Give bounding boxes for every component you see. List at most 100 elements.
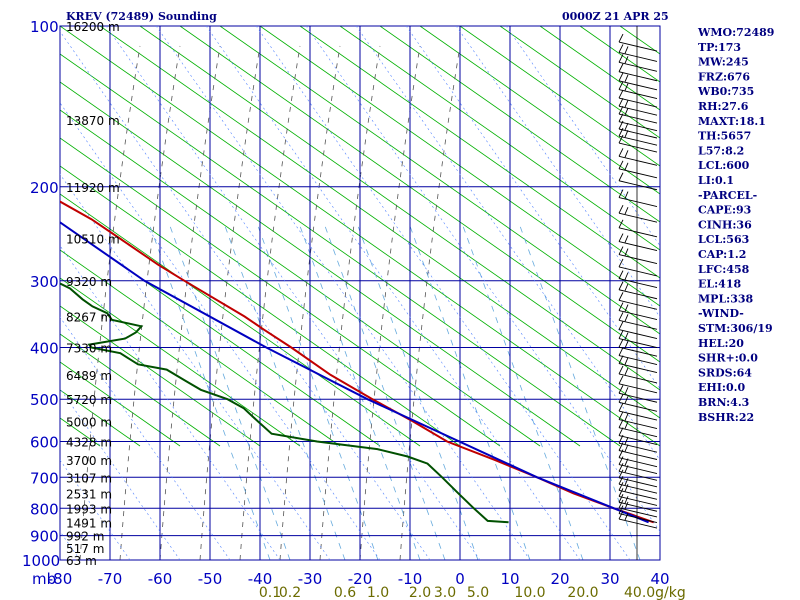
barb-flag [624,304,629,312]
dry-adiabat [60,361,181,447]
grid [59,25,661,561]
pressure-label: 1000 [22,552,60,570]
barb-staff [618,61,658,72]
wind-barb [618,219,658,238]
barb-staff [618,89,658,100]
index-entry: CAP:1.2 [698,248,746,261]
wind-barb [618,499,658,518]
dry-adiabat [60,109,541,447]
wind-barb [618,330,658,349]
barb-staff [618,105,658,116]
barb-staff [618,289,658,300]
isotherm [60,245,281,560]
index-entry: RH:27.6 [698,100,749,113]
barb-staff [618,278,658,289]
barb-staff [618,383,658,394]
barb-flag [618,292,624,301]
barb-flag [624,314,629,322]
barb-flag [618,258,624,268]
dry-adiabat [60,333,221,447]
wind-barbs [618,26,658,560]
barb-flag [618,434,624,444]
barb-staff [618,299,658,310]
barb-staff [618,363,658,374]
barb-flag [618,63,624,72]
dry-adiabat [139,26,660,391]
temp-tick-label: -40 [248,570,273,588]
barb-flag [624,56,629,64]
barb-flag [624,74,629,83]
sounding-time: 0000Z 21 APR 25 [562,10,669,23]
height-label: 6489 m [66,369,112,383]
barb-flag [618,321,624,330]
barb-staff [618,501,658,512]
barb-staff [618,80,658,91]
isotherm [305,26,660,532]
wind-barb [618,419,658,438]
height-label: 10510 m [66,232,120,246]
wind-barb [618,394,658,412]
barb-staff [618,329,658,340]
wind-barb [618,97,658,116]
pressure-label: 300 [30,273,59,291]
barb-flag [624,436,629,445]
mixing-ratio-label: 1.0 [367,585,389,600]
barb-flag [624,150,629,158]
isotherm [355,26,660,461]
barb-staff [618,507,658,518]
barb-staff [618,442,658,453]
barb-flag [624,387,629,395]
barb-flag [624,99,629,108]
barb-staff [618,373,658,384]
barb-flag [624,206,629,215]
index-entry: -WIND- [698,307,744,320]
parcel-line [60,221,649,524]
dry-adiabat [419,26,660,195]
temperature-tick-labels: -80 -70 -60 -50 -40 -30 -20 -10 0 10 20 30 40 [48,570,670,588]
wind-barb [618,33,658,52]
pressure-labels: 100 200 300 400 500 600 700 800 900 1000 [22,18,60,570]
barb-flag [624,421,629,429]
barb-staff [618,241,658,252]
height-label: 1491 m [66,516,112,530]
dry-adiabat [60,249,341,447]
barb-flag [618,120,624,130]
barb-staff [618,212,658,223]
wind-barb [618,270,658,289]
wind-barb [618,505,658,524]
wind-barb [618,494,658,512]
height-label: 9320 m [66,275,112,289]
barb-staff [618,419,658,429]
barb-flag [618,469,624,479]
barb-flag [618,375,624,384]
temp-tick-label: 20 [550,570,569,588]
barb-flag [624,129,629,138]
height-label: 8267 m [66,311,112,325]
index-entry: BRN:4.3 [698,396,749,409]
wind-barb [618,321,658,340]
barb-flag [618,419,624,428]
mixing-ratio-label: 0.1 [259,585,281,600]
index-entry: EHI:0.0 [698,381,745,394]
barb-flag [618,127,624,137]
height-label: 992 m [66,530,104,544]
index-entry: CAPE:93 [698,204,751,217]
barb-flag [618,189,624,198]
barb-flag [618,72,624,82]
wind-barb [618,312,658,330]
index-entry: SHR+:0.0 [698,352,758,365]
barb-flag [624,396,629,404]
wind-barb [618,172,658,191]
wind-barb [618,148,658,166]
barb-staff [618,113,658,124]
mixing-ratio-label: 2.0 [409,585,431,600]
wind-barb [618,292,658,310]
barb-flag [618,204,624,214]
dry-adiabat [299,26,660,279]
mixing-ratio-label: 0.6 [334,585,356,600]
barb-flag [618,499,624,509]
barb-flag [618,246,624,255]
barb-staff [618,477,658,488]
barb-flag [624,191,629,199]
barb-flag [618,365,624,375]
